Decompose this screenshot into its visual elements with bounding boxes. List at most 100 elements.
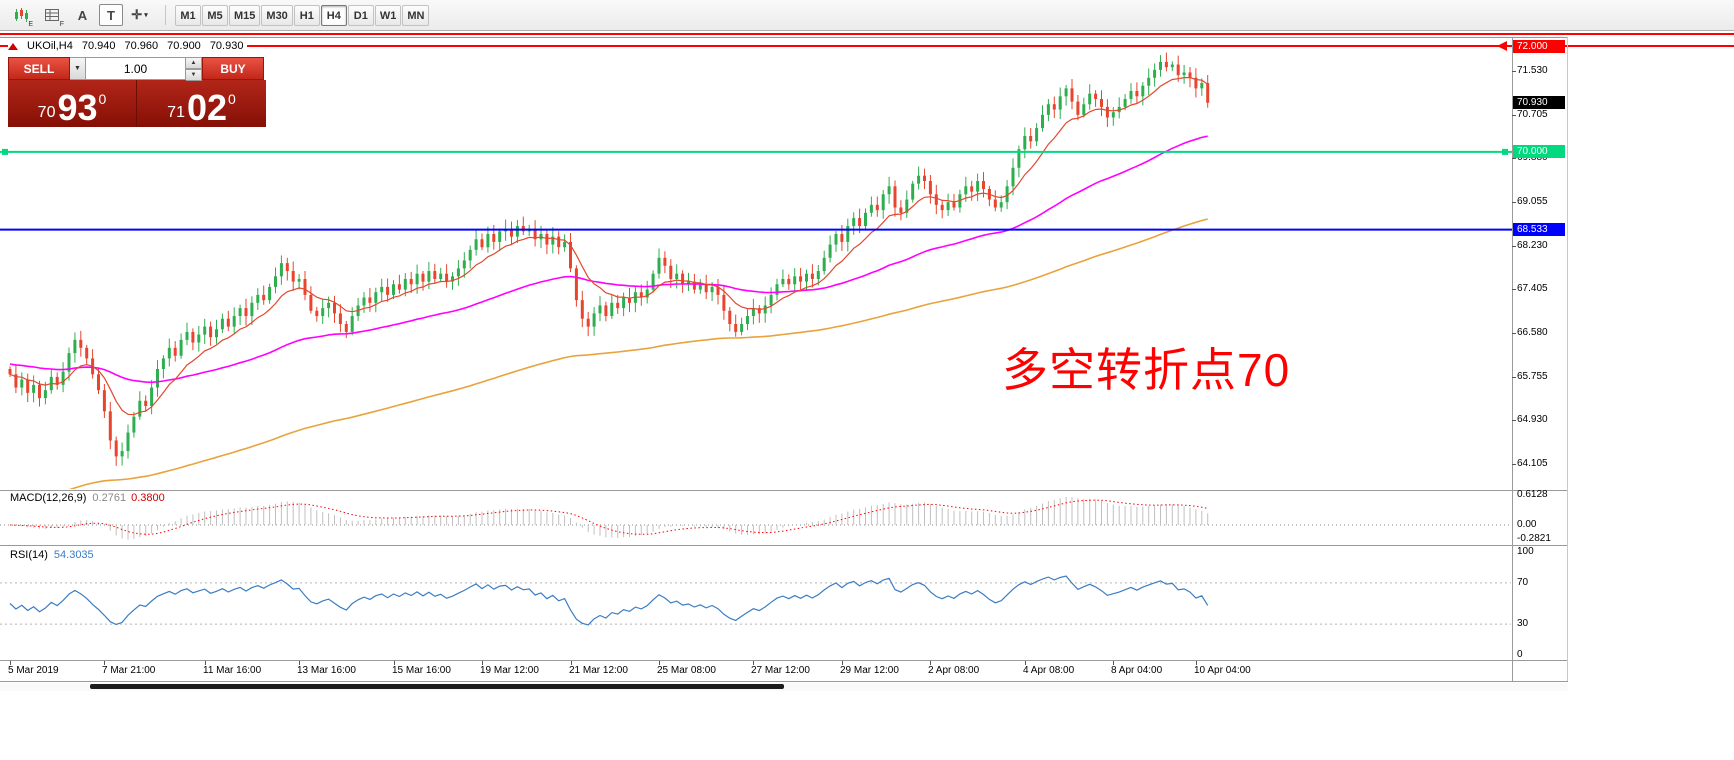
timeframe-h4[interactable]: H4: [320, 4, 347, 26]
time-axis-tick: [1196, 661, 1197, 665]
rsi-axis-label: 70: [1517, 577, 1529, 588]
timeframe-w1[interactable]: W1: [374, 4, 402, 26]
horizontal-scrollbar-track: [0, 683, 1568, 691]
time-axis-tick: [10, 661, 11, 665]
ask-pips: 02: [186, 87, 228, 129]
time-axis-label: 4 Apr 08:00: [1023, 665, 1075, 676]
ohlc-low: 70.900: [167, 40, 201, 52]
price-axis-tick: [1512, 333, 1516, 334]
ask-price[interactable]: 71 02 0: [137, 80, 266, 127]
volume-input[interactable]: [86, 57, 186, 80]
price-axis-label: 64.930: [1517, 414, 1548, 425]
horizontal-scrollbar-thumb[interactable]: [90, 684, 784, 689]
macd-title: MACD(12,26,9): [10, 492, 87, 504]
current-price-badge: 70.930: [1513, 96, 1565, 109]
price-axis-label: 71.530: [1517, 65, 1548, 76]
macd-axis-label: -0.2821: [1517, 533, 1551, 544]
time-axis-label: 19 Mar 12:00: [480, 665, 539, 676]
price-axis-label: 65.755: [1517, 371, 1548, 382]
time-axis-tick: [842, 661, 843, 665]
price-axis-label: 67.405: [1517, 283, 1548, 294]
ask-point: 0: [228, 91, 236, 107]
timeframe-m30[interactable]: M30: [261, 4, 293, 26]
macd-signal-value: 0.3800: [131, 492, 165, 504]
time-axis-tick: [659, 661, 660, 665]
price-badge-72.000: 72.000: [1513, 40, 1565, 53]
chart-symbol: UKOil,H4: [27, 40, 73, 52]
price-axis-label: 69.055: [1517, 196, 1548, 207]
bid-price[interactable]: 70 93 0: [8, 80, 137, 127]
time-axis-tick: [299, 661, 300, 665]
time-axis-label: 2 Apr 08:00: [928, 665, 980, 676]
price-axis-tick: [1512, 289, 1516, 290]
chart-top-border: [0, 37, 1568, 38]
macd-axis-label: 0.6128: [1517, 489, 1548, 500]
text-label-icon[interactable]: A: [77, 7, 88, 23]
timeframe-m15[interactable]: M15: [229, 4, 261, 26]
price-axis-tick: [1512, 377, 1516, 378]
toolbar-separator: [165, 5, 166, 25]
bid-pips: 93: [57, 87, 98, 129]
time-axis-tick: [482, 661, 483, 665]
timeframe-buttons: M1 M5 M15 M30 H1 H4 D1 W1 MN: [175, 4, 430, 26]
macd-axis-label: 0.00: [1517, 519, 1537, 530]
timeframe-m5[interactable]: M5: [202, 4, 228, 26]
dropdown-caret-icon: ▾: [144, 12, 148, 19]
time-axis-label: 13 Mar 16:00: [297, 665, 356, 676]
timeframe-h1[interactable]: H1: [293, 4, 320, 26]
timeframe-m1[interactable]: M1: [175, 4, 201, 26]
one-click-trading-panel: SELL ▼ ▲ ▼ BUY 70 93 0 71 02 0: [8, 57, 266, 127]
time-axis-tick: [753, 661, 754, 665]
time-axis-label: 25 Mar 08:00: [657, 665, 716, 676]
time-axis-label: 11 Mar 16:00: [203, 665, 262, 676]
crosshair-tool-icon[interactable]: ✛ ▾: [131, 7, 148, 22]
price-axis-tick: [1512, 202, 1516, 203]
time-axis-label: 15 Mar 16:00: [392, 665, 451, 676]
time-axis-label: 10 Apr 04:00: [1194, 665, 1251, 676]
price-axis-border: [1512, 37, 1513, 681]
red-line-marker-icon: [8, 42, 18, 50]
red-trendline-upper[interactable]: [0, 33, 1734, 35]
data-window-icon[interactable]: F: [37, 2, 66, 28]
macd-main-value: 0.2761: [92, 492, 127, 504]
time-axis-label: 7 Mar 21:00: [102, 665, 156, 676]
price-axis-label: 70.705: [1517, 109, 1548, 120]
price-axis-tick: [1512, 115, 1516, 116]
timeframe-d1[interactable]: D1: [347, 4, 374, 26]
chart-candles-icon[interactable]: E: [6, 2, 35, 28]
price-axis-tick: [1512, 158, 1516, 159]
toolbar: E F A T ✛ ▾ M1 M5 M15 M30 H1 H4 D1 W1 MN: [0, 0, 1734, 31]
rsi-axis-label: 0: [1517, 649, 1523, 660]
time-axis-tick: [1025, 661, 1026, 665]
chart-ohlc-header: UKOil,H4 70.940 70.960 70.900 70.930: [8, 39, 248, 53]
timeframe-mn[interactable]: MN: [402, 4, 430, 26]
text-box-icon[interactable]: T: [99, 4, 123, 26]
time-axis-label: 5 Mar 2019: [8, 665, 59, 676]
time-axis-tick: [1113, 661, 1114, 665]
rsi-title: RSI(14): [10, 549, 48, 561]
time-axis-label: 8 Apr 04:00: [1111, 665, 1163, 676]
time-axis-tick: [205, 661, 206, 665]
ohlc-close: 70.930: [209, 40, 244, 52]
sell-button[interactable]: SELL: [8, 57, 70, 80]
macd-panel-border: [0, 490, 1568, 491]
bottom-border: [0, 681, 1568, 682]
macd-indicator-label: MACD(12,26,9) 0.2761 0.3800: [10, 492, 165, 504]
price-badge-68.533: 68.533: [1513, 223, 1565, 236]
sell-dropdown-icon[interactable]: ▼: [70, 57, 86, 80]
toolbar-icons: E F A T ✛ ▾: [6, 2, 156, 28]
price-axis-label: 66.580: [1517, 327, 1548, 338]
buy-button[interactable]: BUY: [202, 57, 264, 80]
price-axis-tick: [1512, 71, 1516, 72]
time-axis-label: 21 Mar 12:00: [569, 665, 628, 676]
volume-down-icon[interactable]: ▼: [186, 69, 202, 81]
chinese-annotation-text: 多空转折点70: [1002, 344, 1291, 396]
price-axis-tick: [1512, 464, 1516, 465]
time-axis-border: [0, 660, 1568, 661]
volume-up-icon[interactable]: ▲: [186, 57, 202, 69]
ohlc-high: 70.960: [124, 40, 159, 52]
time-axis-label: 27 Mar 12:00: [751, 665, 810, 676]
rsi-axis-label: 30: [1517, 618, 1529, 629]
rsi-panel-border: [0, 545, 1568, 546]
